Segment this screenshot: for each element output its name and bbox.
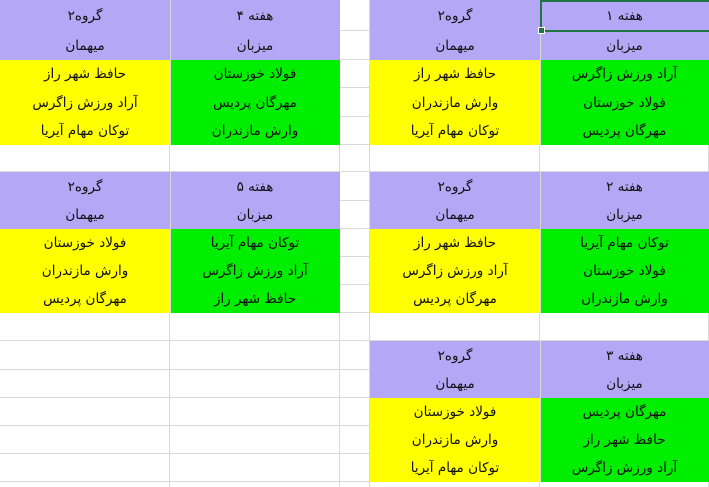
empty-cell[interactable] [340,398,370,426]
empty-cell[interactable] [340,117,370,145]
away-team-cell[interactable]: وارش مازندران [0,257,170,285]
home-team-cell[interactable]: مهرگان پردیس [540,398,709,426]
empty-cell[interactable] [170,426,340,454]
home-header[interactable]: میزبان [540,370,709,398]
empty-cell[interactable] [370,313,540,341]
home-team-cell[interactable]: حافظ شهر راز [540,426,709,454]
empty-cell[interactable] [0,145,170,172]
empty-cell[interactable] [0,370,170,398]
empty-cell[interactable] [340,341,370,370]
selected-cell-outline [538,0,709,34]
empty-cell[interactable] [340,454,370,482]
home-team-cell[interactable]: وارش مازندران [170,117,340,145]
empty-cell[interactable] [340,257,370,285]
empty-cell[interactable] [340,370,370,398]
week-title[interactable]: هفته ۱ [540,0,709,31]
group-label[interactable]: گروه۲ [0,0,170,31]
away-team-cell[interactable]: مهرگان پردیس [0,285,170,313]
empty-cell[interactable] [340,145,370,172]
away-header[interactable]: میهمان [0,31,170,60]
empty-cell[interactable] [170,313,340,341]
empty-cell[interactable] [170,370,340,398]
away-team-cell[interactable]: مهرگان پردیس [370,285,540,313]
empty-cell[interactable] [170,341,340,370]
divider [540,172,541,313]
empty-cell[interactable] [0,313,170,341]
away-header[interactable]: میهمان [0,201,170,229]
home-team-cell[interactable]: آراد ورزش زاگرس [540,60,709,88]
empty-cell[interactable] [340,229,370,257]
home-team-cell[interactable]: توکان مهام آیریا [540,229,709,257]
home-team-cell[interactable]: آراد ورزش زاگرس [170,257,340,285]
empty-cell[interactable] [0,426,170,454]
empty-cell[interactable] [0,341,170,370]
home-team-cell[interactable]: آراد ورزش زاگرس [540,454,709,482]
home-team-cell[interactable]: وارش مازندران [540,285,709,313]
empty-cell[interactable] [340,426,370,454]
group-label[interactable]: گروه۲ [0,172,170,201]
away-header[interactable]: میهمان [370,31,540,60]
empty-cell[interactable] [0,482,170,487]
away-team-cell[interactable]: آراد ورزش زاگرس [0,88,170,117]
empty-cell[interactable] [340,201,370,229]
home-team-cell[interactable]: توکان مهام آیریا [170,229,340,257]
away-header[interactable]: میهمان [370,370,540,398]
week-title[interactable]: هفته ۵ [170,172,340,201]
empty-cell[interactable] [0,454,170,482]
empty-cell[interactable] [340,0,370,31]
empty-cell[interactable] [0,398,170,426]
empty-cell[interactable] [340,482,370,487]
away-team-cell[interactable]: حافظ شهر راز [0,60,170,88]
home-team-cell[interactable]: فولاد خوزستان [540,257,709,285]
empty-cell[interactable] [340,172,370,201]
divider [170,0,171,145]
week-title[interactable]: هفته ۲ [540,172,709,201]
away-team-cell[interactable]: آراد ورزش زاگرس [370,257,540,285]
home-header[interactable]: میزبان [540,201,709,229]
home-team-cell[interactable]: مهرگان پردیس [170,88,340,117]
home-team-cell[interactable]: فولاد خوزستان [540,88,709,117]
empty-cell[interactable] [340,31,370,60]
empty-cell[interactable] [340,285,370,313]
empty-cell[interactable] [170,398,340,426]
divider [540,341,541,482]
home-header[interactable]: میزبان [170,201,340,229]
empty-cell[interactable] [540,482,709,487]
divider [540,0,541,145]
divider [170,172,171,313]
empty-cell[interactable] [340,88,370,117]
empty-cell[interactable] [540,313,709,341]
away-team-cell[interactable]: توکان مهام آیریا [0,117,170,145]
empty-cell[interactable] [370,482,540,487]
group-label[interactable]: گروه۲ [370,341,540,370]
away-header[interactable]: میهمان [370,201,540,229]
empty-cell[interactable] [170,454,340,482]
away-team-cell[interactable]: فولاد خوزستان [370,398,540,426]
home-header[interactable]: میزبان [540,31,709,60]
week-title[interactable]: هفته ۴ [170,0,340,31]
empty-cell[interactable] [170,145,340,172]
home-header[interactable]: میزبان [170,31,340,60]
empty-cell[interactable] [540,145,709,172]
away-team-cell[interactable]: وارش مازندران [370,426,540,454]
away-team-cell[interactable]: توکان مهام آیریا [370,117,540,145]
empty-cell[interactable] [340,60,370,88]
empty-cell[interactable] [370,145,540,172]
home-team-cell[interactable]: مهرگان پردیس [540,117,709,145]
group-label[interactable]: گروه۲ [370,0,540,31]
empty-cell[interactable] [170,482,340,487]
away-team-cell[interactable]: فولاد خوزستان [0,229,170,257]
week-title[interactable]: هفته ۳ [540,341,709,370]
group-label[interactable]: گروه۲ [370,172,540,201]
empty-cell[interactable] [340,313,370,341]
home-team-cell[interactable]: حافظ شهر راز [170,285,340,313]
home-team-cell[interactable]: فولاد خوزستان [170,60,340,88]
away-team-cell[interactable]: حافظ شهر راز [370,60,540,88]
away-team-cell[interactable]: وارش مازندران [370,88,540,117]
away-team-cell[interactable]: توکان مهام آیریا [370,454,540,482]
away-team-cell[interactable]: حافظ شهر راز [370,229,540,257]
